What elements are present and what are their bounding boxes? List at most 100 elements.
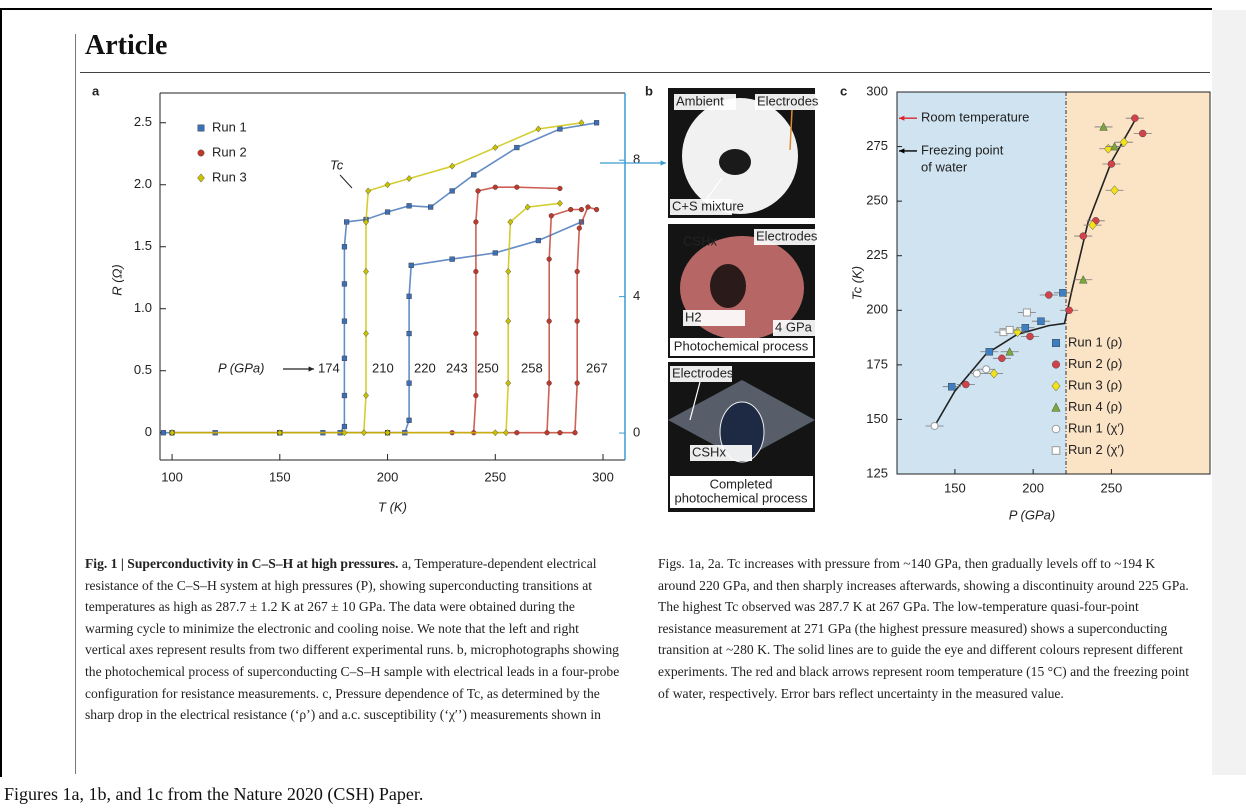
marker <box>384 429 391 437</box>
marker <box>408 262 414 268</box>
marker <box>930 421 939 430</box>
label-box <box>690 445 752 461</box>
marker <box>574 318 580 324</box>
y-tick-label: 175 <box>866 356 888 371</box>
marker <box>585 204 591 210</box>
marker <box>557 199 563 207</box>
photo-sample <box>719 149 751 175</box>
marker <box>1005 347 1014 356</box>
marker <box>1045 291 1053 299</box>
pressure-label: 250 <box>477 360 499 375</box>
y-tick-label: 1.5 <box>134 238 152 253</box>
marker <box>360 429 367 437</box>
marker <box>160 430 167 436</box>
label-box <box>674 94 736 110</box>
marker <box>524 203 531 211</box>
photo-label: Electrodes <box>756 228 818 243</box>
marker <box>406 380 412 386</box>
marker <box>593 206 600 213</box>
marker <box>276 429 283 437</box>
x-tick-label: 150 <box>944 480 966 495</box>
pressure-label: 267 <box>586 360 608 375</box>
marker <box>514 430 520 436</box>
x-tick-label: 150 <box>269 469 291 484</box>
plot-frame <box>896 91 1211 475</box>
panel-label: c <box>840 83 847 98</box>
x-tick-label: 100 <box>161 469 183 484</box>
label-box <box>670 366 732 382</box>
guide-curve <box>933 120 1136 427</box>
marker <box>1051 360 1060 369</box>
x-axis-label: P (GPa) <box>1009 507 1055 522</box>
pressure-label: 174 <box>318 360 340 375</box>
marker <box>1065 306 1073 314</box>
marker <box>341 281 348 287</box>
marker <box>1005 325 1014 334</box>
marker <box>406 175 412 182</box>
marker <box>503 429 509 437</box>
marker <box>535 125 542 133</box>
photo-label: CSHx <box>692 444 726 459</box>
legend-label: Run 2 (ρ) <box>1068 356 1122 371</box>
marker <box>1051 446 1061 455</box>
marker <box>1051 339 1060 348</box>
marker <box>985 348 994 356</box>
marker <box>406 330 412 337</box>
marker <box>449 162 456 170</box>
marker <box>492 184 498 190</box>
legend-label: Run 2 (χ′) <box>1068 442 1124 457</box>
label-box <box>754 229 816 245</box>
x-tick-label: 250 <box>484 469 506 484</box>
marker <box>471 172 477 178</box>
marker <box>406 203 412 209</box>
pressure-label: 210 <box>372 360 394 375</box>
marker <box>384 181 391 189</box>
y-tick-label: 2.5 <box>134 114 152 129</box>
marker <box>473 330 479 337</box>
marker <box>568 206 574 213</box>
photo-label: Electrodes <box>757 93 819 108</box>
photo-caption: photochemical process <box>675 490 808 505</box>
marker <box>1079 275 1088 284</box>
marker <box>948 382 956 391</box>
x-tick-label: 200 <box>377 469 399 484</box>
photo-label: Electrodes <box>672 365 734 380</box>
arrow-head <box>899 115 905 121</box>
y-tick-label: 200 <box>866 302 888 317</box>
marker <box>475 188 481 194</box>
marker <box>505 317 512 325</box>
panel-label: b <box>645 83 653 98</box>
pressure-label: 220 <box>414 360 436 375</box>
marker <box>363 330 369 337</box>
marker <box>341 244 348 250</box>
marker <box>546 256 552 262</box>
y-tick-label: 0.5 <box>134 362 152 377</box>
marker <box>473 219 479 225</box>
caption: Fig. 1 | Superconductivity in C–S–H at h… <box>85 553 1195 726</box>
caption-text: a, Temperature-dependent electrical resi… <box>85 556 1189 723</box>
arrow-head <box>899 148 905 154</box>
marker <box>972 369 981 378</box>
marker <box>514 144 520 151</box>
gutter <box>1212 10 1246 775</box>
marker <box>989 368 999 379</box>
photo-label: Ambient <box>676 93 724 108</box>
label-box <box>755 94 817 110</box>
label-box <box>670 199 732 215</box>
y2-tick-label: 8 <box>633 152 640 167</box>
photo-caption: Photochemical process <box>674 338 809 353</box>
y-tick-label: 275 <box>866 138 888 153</box>
marker <box>341 392 348 399</box>
annotation: Room temperature <box>921 110 1029 125</box>
y-axis-label: Tc (K) <box>849 266 864 300</box>
marker <box>505 268 512 275</box>
marker <box>492 250 498 256</box>
marker <box>998 354 1006 363</box>
y-tick-label: 225 <box>866 247 888 262</box>
marker <box>341 355 348 361</box>
marker <box>341 318 348 324</box>
marker <box>535 237 541 244</box>
marker <box>514 184 520 190</box>
x-tick-label: 200 <box>1022 480 1044 495</box>
rule <box>80 72 1210 73</box>
